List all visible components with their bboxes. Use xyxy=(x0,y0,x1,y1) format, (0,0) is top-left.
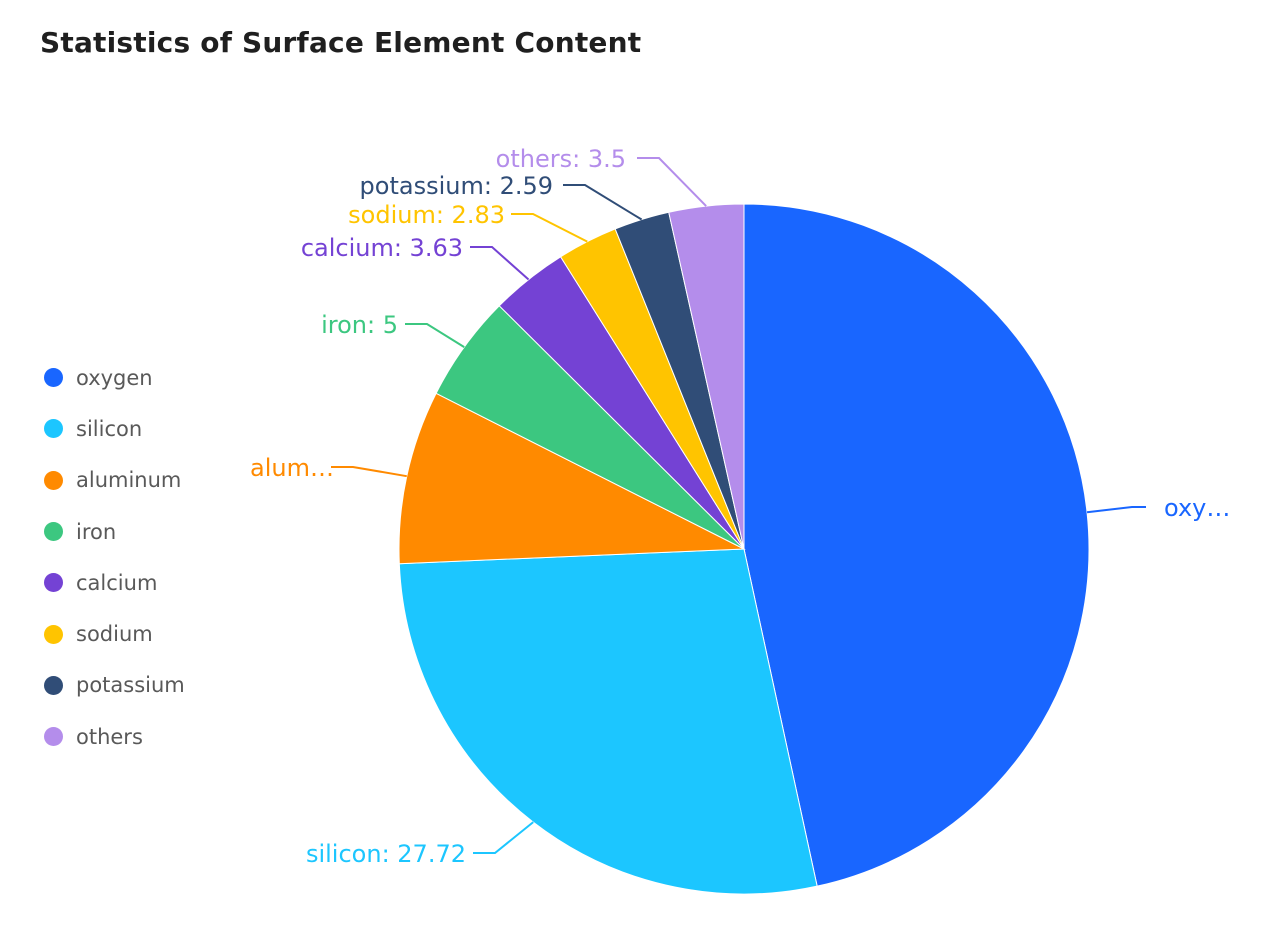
legend-item-silicon[interactable]: silicon xyxy=(44,403,185,454)
slice-label-sodium: sodium: 2.83 xyxy=(348,201,505,229)
legend-item-sodium[interactable]: sodium xyxy=(44,608,185,659)
pie-labels: oxy… silicon: 27.72 alum… iron: 5 calcium: 3… xyxy=(250,145,1230,868)
leader-line-others xyxy=(637,157,707,207)
leader-line-iron xyxy=(405,323,465,348)
legend-marker-icon xyxy=(44,368,63,388)
pie-slice-aluminum[interactable] xyxy=(398,392,746,565)
legend-marker-icon xyxy=(44,675,63,695)
legend-label: others xyxy=(76,724,143,749)
legend-label: aluminum xyxy=(76,468,182,493)
legend-item-others[interactable]: others xyxy=(44,711,185,762)
pie-slice-silicon[interactable] xyxy=(398,548,818,895)
chart-title: Statistics of Surface Element Content xyxy=(40,26,642,59)
slice-label-calcium: calcium: 3.63 xyxy=(301,234,463,262)
legend-item-calcium[interactable]: calcium xyxy=(44,557,185,608)
legend-marker-icon xyxy=(44,522,63,542)
legend-marker-icon xyxy=(44,727,63,747)
leader-line-silicon xyxy=(473,821,534,854)
chart-legend: oxygen silicon aluminum iron calcium sodium po… xyxy=(44,352,185,762)
pie-slices xyxy=(398,203,1090,895)
leader-line-aluminum xyxy=(331,466,407,478)
legend-marker-icon xyxy=(44,624,63,644)
slice-label-silicon: silicon: 27.72 xyxy=(306,840,466,868)
legend-item-oxygen[interactable]: oxygen xyxy=(44,352,185,403)
slice-label-iron: iron: 5 xyxy=(321,311,398,339)
legend-label: silicon xyxy=(76,416,143,441)
legend-label: sodium xyxy=(76,622,153,647)
slice-label-potassium: potassium: 2.59 xyxy=(360,172,553,200)
slice-label-others: others: 3.5 xyxy=(496,145,626,173)
legend-label: oxygen xyxy=(76,365,153,390)
slice-label-aluminum: alum… xyxy=(250,454,334,482)
pie-slice-oxygen[interactable] xyxy=(743,203,1090,887)
slice-label-oxygen: oxy… xyxy=(1164,494,1230,522)
leader-line-calcium xyxy=(470,246,530,281)
legend-marker-icon xyxy=(44,573,63,593)
legend-label: potassium xyxy=(76,673,185,698)
legend-label: iron xyxy=(76,519,117,544)
pie-slice-others[interactable] xyxy=(668,203,745,550)
leader-line-potassium xyxy=(563,184,643,221)
leader-line-sodium xyxy=(511,213,588,243)
legend-label: calcium xyxy=(76,570,158,595)
leader-line-oxygen xyxy=(1086,506,1146,514)
legend-marker-icon xyxy=(44,470,63,490)
legend-item-potassium[interactable]: potassium xyxy=(44,660,185,711)
legend-marker-icon xyxy=(44,419,63,439)
legend-item-aluminum[interactable]: aluminum xyxy=(44,455,185,506)
legend-item-iron[interactable]: iron xyxy=(44,506,185,557)
